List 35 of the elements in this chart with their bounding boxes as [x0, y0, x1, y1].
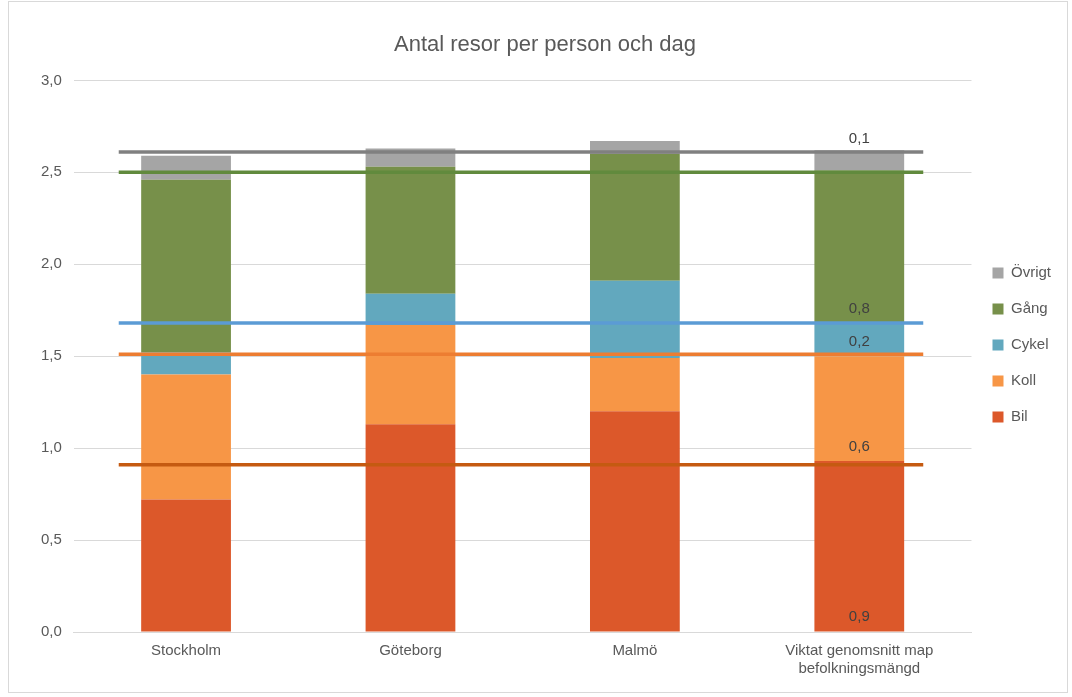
data-label: 0,6: [848, 436, 870, 454]
bar: [141, 374, 231, 500]
legend-label: Övrigt: [1011, 263, 1052, 281]
x-tick-label: Stockholm: [151, 641, 222, 659]
bar: [814, 356, 905, 461]
y-tick-label: 1,0: [40, 438, 62, 456]
bar: [814, 461, 905, 632]
y-tick-label: 3,0: [40, 70, 62, 88]
bar: [590, 411, 680, 632]
legend-label: Bil: [1011, 407, 1028, 425]
bar: [365, 424, 456, 632]
data-label: 0,1: [848, 128, 870, 146]
legend-label: Gång: [1011, 299, 1048, 317]
chart-title: Antal resor per person och dag: [393, 31, 697, 57]
x-tick-label: Viktat genomsnitt map befolkningsmängd: [785, 641, 934, 677]
x-tick-label: Göteborg: [379, 641, 442, 659]
data-label: 0,8: [848, 298, 870, 316]
bar: [590, 153, 680, 281]
y-tick-label: 2,5: [40, 162, 62, 180]
bar: [590, 280, 680, 359]
bar: [365, 324, 456, 425]
y-tick-label: 1,5: [40, 346, 62, 364]
bar: [141, 179, 231, 353]
y-tick-label: 2,0: [40, 254, 62, 272]
legend-label: Cykel: [1011, 335, 1049, 353]
y-tick-label: 0,5: [40, 530, 62, 548]
data-label: 0,9: [848, 607, 870, 625]
y-tick-label: 0,0: [40, 622, 62, 640]
x-tick-label: Malmö: [612, 641, 658, 659]
bar: [141, 499, 231, 632]
bar: [590, 358, 680, 412]
legend-label: Koll: [1011, 371, 1037, 389]
data-label: 0,2: [848, 331, 870, 349]
bar: [814, 170, 905, 324]
bar: [365, 166, 456, 294]
